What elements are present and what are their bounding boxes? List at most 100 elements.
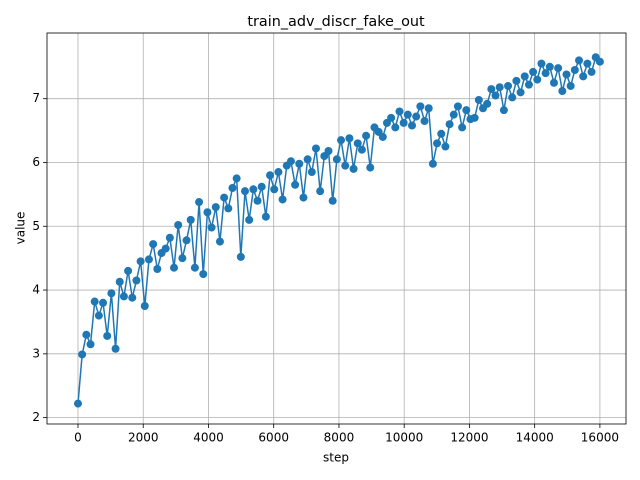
marker bbox=[249, 185, 258, 194]
marker bbox=[441, 142, 450, 151]
marker bbox=[437, 129, 446, 138]
marker bbox=[570, 65, 579, 74]
marker bbox=[149, 240, 158, 249]
marker bbox=[583, 59, 592, 68]
marker bbox=[165, 233, 174, 242]
marker bbox=[215, 237, 224, 246]
marker bbox=[508, 93, 517, 102]
marker bbox=[566, 81, 575, 90]
marker bbox=[153, 265, 162, 274]
plot-frame bbox=[46, 32, 627, 425]
marker bbox=[232, 174, 241, 183]
marker bbox=[458, 123, 467, 132]
marker bbox=[470, 113, 479, 122]
marker bbox=[524, 80, 533, 89]
marker bbox=[119, 292, 128, 301]
y-tick-label: 3 bbox=[32, 346, 40, 360]
marker bbox=[195, 198, 204, 207]
marker bbox=[516, 88, 525, 97]
marker bbox=[433, 139, 442, 148]
marker bbox=[132, 276, 141, 285]
marker bbox=[533, 75, 542, 84]
marker bbox=[399, 118, 408, 127]
marker bbox=[337, 136, 346, 145]
marker bbox=[554, 64, 563, 73]
x-tick-label: 12000 bbox=[450, 431, 488, 445]
marker bbox=[387, 113, 396, 122]
marker bbox=[541, 69, 550, 78]
marker bbox=[73, 399, 82, 408]
marker bbox=[549, 78, 558, 87]
marker bbox=[86, 340, 95, 349]
marker bbox=[295, 159, 304, 168]
marker bbox=[474, 95, 483, 104]
marker bbox=[245, 215, 254, 224]
marker bbox=[207, 223, 216, 232]
marker bbox=[286, 157, 295, 166]
marker bbox=[170, 263, 179, 272]
marker bbox=[424, 104, 433, 113]
marker bbox=[140, 301, 149, 310]
x-tick-label: 14000 bbox=[516, 431, 554, 445]
marker bbox=[587, 67, 596, 76]
marker bbox=[307, 168, 316, 177]
chart-title: train_adv_discr_fake_out bbox=[247, 14, 425, 30]
marker bbox=[182, 236, 191, 245]
marker bbox=[412, 112, 421, 121]
marker bbox=[107, 289, 116, 298]
marker bbox=[483, 99, 492, 108]
marker bbox=[504, 81, 513, 90]
marker bbox=[558, 87, 567, 96]
marker bbox=[362, 131, 371, 140]
marker bbox=[90, 297, 99, 306]
marker bbox=[199, 270, 208, 279]
marker bbox=[144, 255, 153, 264]
x-axis-label: step bbox=[323, 451, 349, 465]
marker bbox=[395, 107, 404, 116]
marker bbox=[575, 56, 584, 65]
marker bbox=[136, 257, 145, 266]
marker bbox=[211, 203, 220, 212]
marker bbox=[328, 196, 337, 205]
y-tick-label: 7 bbox=[32, 91, 40, 105]
marker bbox=[241, 187, 250, 196]
marker bbox=[278, 195, 287, 204]
marker bbox=[94, 311, 103, 320]
marker bbox=[562, 70, 571, 79]
marker bbox=[128, 293, 137, 302]
marker bbox=[174, 220, 183, 229]
marker bbox=[220, 193, 229, 202]
marker bbox=[366, 163, 375, 172]
x-tick-label: 16000 bbox=[581, 431, 619, 445]
marker bbox=[324, 147, 333, 156]
marker bbox=[203, 208, 212, 217]
marker bbox=[257, 182, 266, 191]
marker bbox=[115, 277, 124, 286]
marker bbox=[545, 62, 554, 71]
y-axis-label: value bbox=[14, 212, 28, 245]
marker bbox=[391, 123, 400, 132]
marker bbox=[449, 110, 458, 119]
y-tick-label: 6 bbox=[32, 155, 40, 169]
marker bbox=[579, 72, 588, 81]
marker bbox=[316, 187, 325, 196]
marker bbox=[453, 102, 462, 111]
marker bbox=[236, 252, 245, 261]
marker bbox=[357, 145, 366, 154]
marker bbox=[111, 344, 120, 353]
marker bbox=[445, 120, 454, 129]
marker bbox=[311, 144, 320, 153]
marker bbox=[186, 215, 195, 224]
marker bbox=[228, 183, 237, 192]
marker bbox=[353, 139, 362, 148]
marker bbox=[499, 106, 508, 115]
marker bbox=[408, 121, 417, 130]
marker bbox=[224, 204, 233, 213]
marker bbox=[595, 57, 604, 66]
marker bbox=[178, 254, 187, 263]
marker bbox=[261, 212, 270, 221]
y-tick-label: 5 bbox=[32, 219, 40, 233]
x-tick-label: 4000 bbox=[193, 431, 224, 445]
marker bbox=[341, 161, 350, 170]
